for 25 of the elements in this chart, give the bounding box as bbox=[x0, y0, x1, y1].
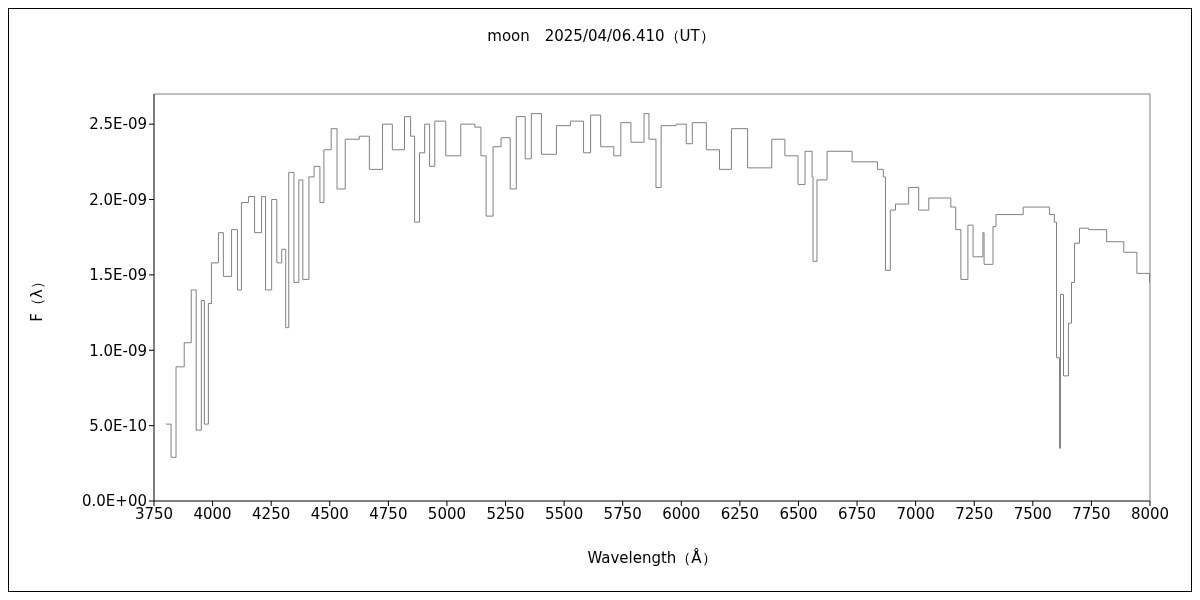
x-tick-label: 6750 bbox=[837, 504, 877, 523]
x-tick-label: 6250 bbox=[720, 504, 759, 523]
x-tick-label: 6500 bbox=[779, 504, 818, 523]
x-tick-label: 7750 bbox=[1072, 504, 1111, 523]
x-tick-label: 7250 bbox=[955, 504, 994, 523]
x-tick-label: 5250 bbox=[486, 504, 525, 523]
x-tick-label: 8000 bbox=[1130, 504, 1170, 523]
x-tick-label: 7500 bbox=[1013, 504, 1052, 523]
chart-title: moon 2025/04/06.410（UT） bbox=[486, 27, 716, 46]
y-tick-label: 1.5E-09 bbox=[89, 266, 147, 285]
y-tick-label: 2.0E-09 bbox=[89, 190, 147, 209]
x-tick-label: 4250 bbox=[252, 504, 291, 523]
x-tick-label: 4000 bbox=[193, 504, 232, 523]
x-axis-title: Wavelength（Å） bbox=[586, 549, 718, 568]
y-tick-label: 5.0E-10 bbox=[89, 416, 147, 435]
y-axis-title: F（λ） bbox=[27, 273, 47, 322]
x-tick-label: 4500 bbox=[310, 504, 349, 523]
x-tick-label: 5750 bbox=[603, 504, 642, 523]
y-tick-label: 2.5E-09 bbox=[89, 115, 147, 134]
x-tick-label: 4750 bbox=[369, 504, 408, 523]
x-tick-label: 6000 bbox=[662, 504, 701, 523]
y-tick-label: 1.0E-09 bbox=[89, 341, 147, 360]
x-tick-label: 5000 bbox=[427, 504, 467, 523]
x-tick-label: 7000 bbox=[896, 504, 935, 523]
x-tick-label: 5500 bbox=[545, 504, 584, 523]
